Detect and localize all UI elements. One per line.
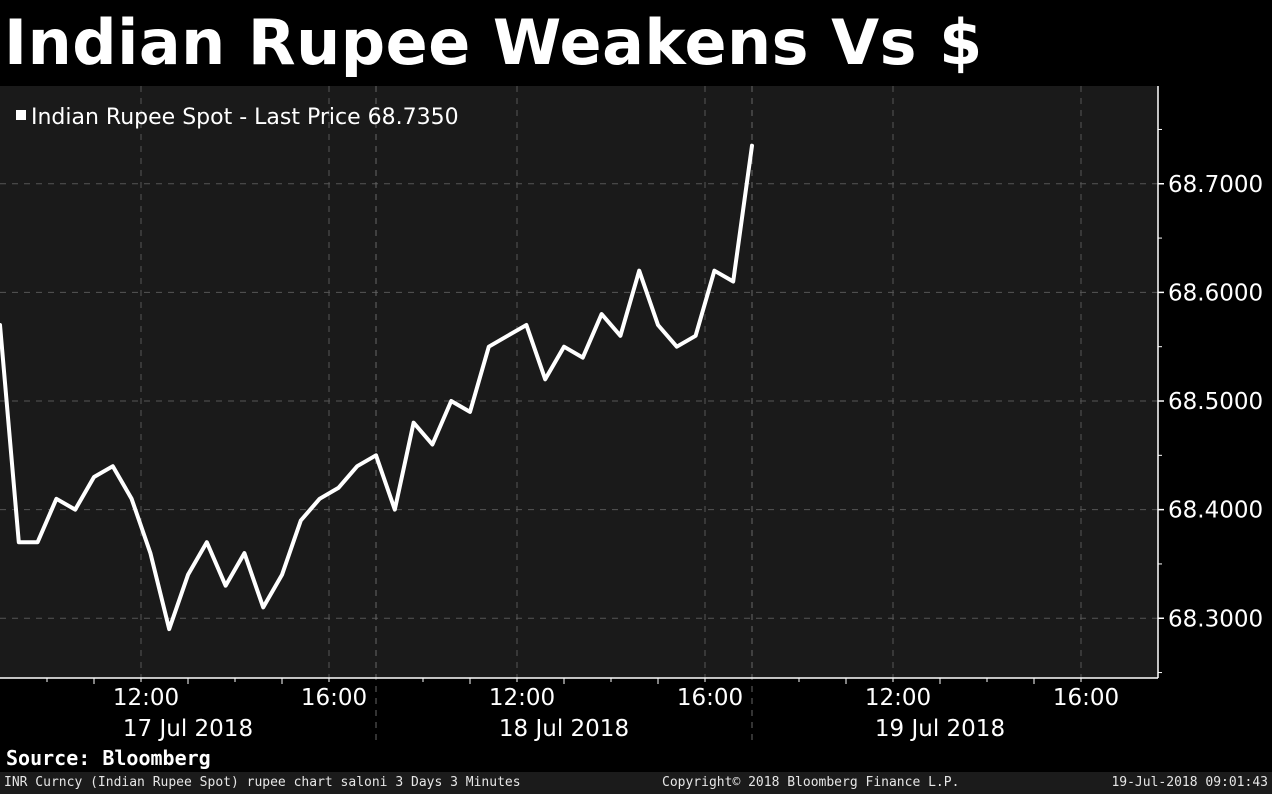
- series: [0, 143, 754, 632]
- footer-bar: INR Curncy (Indian Rupee Spot) rupee cha…: [0, 772, 1272, 794]
- y-tick-label: 68.7000: [1168, 172, 1263, 198]
- source-label: Source: Bloomberg: [6, 746, 211, 770]
- footer-copyright: Copyright© 2018 Bloomberg Finance L.P.: [662, 775, 960, 790]
- legend-swatch: [16, 110, 26, 120]
- y-tick-label: 68.5000: [1168, 389, 1263, 415]
- chart-title: Indian Rupee Weakens Vs $: [4, 6, 983, 79]
- plot-area: [0, 86, 1158, 678]
- x-tick-label: 12:00: [489, 685, 555, 711]
- x-tick-label: 12:00: [865, 685, 931, 711]
- series-line-indian-rupee-spot: [0, 143, 754, 632]
- x-tick-label: 16:00: [301, 685, 367, 711]
- x-date-label: 18 Jul 2018: [499, 716, 629, 742]
- x-tick-label: 16:00: [1053, 685, 1119, 711]
- x-date-label: 19 Jul 2018: [875, 716, 1005, 742]
- axes: 68.3000 68.4000 68.5000 68.6000 68.7000 12:00…: [0, 86, 1263, 742]
- footer-ticker-info: INR Curncy (Indian Rupee Spot) rupee cha…: [4, 775, 521, 790]
- x-tick-label: 12:00: [113, 685, 179, 711]
- y-tick-label: 68.6000: [1168, 280, 1263, 306]
- footer-timestamp: 19-Jul-2018 09:01:43: [1111, 775, 1268, 790]
- y-tick-label: 68.4000: [1168, 498, 1263, 524]
- legend-label: Indian Rupee Spot - Last Price 68.7350: [31, 105, 459, 130]
- x-date-label: 17 Jul 2018: [123, 716, 253, 742]
- legend: Indian Rupee Spot - Last Price 68.7350: [16, 105, 459, 130]
- chart: 68.3000 68.4000 68.5000 68.6000 68.7000 12:00…: [0, 86, 1263, 742]
- grid: [0, 86, 1158, 742]
- x-tick-label: 16:00: [677, 685, 743, 711]
- y-tick-label: 68.3000: [1168, 606, 1263, 632]
